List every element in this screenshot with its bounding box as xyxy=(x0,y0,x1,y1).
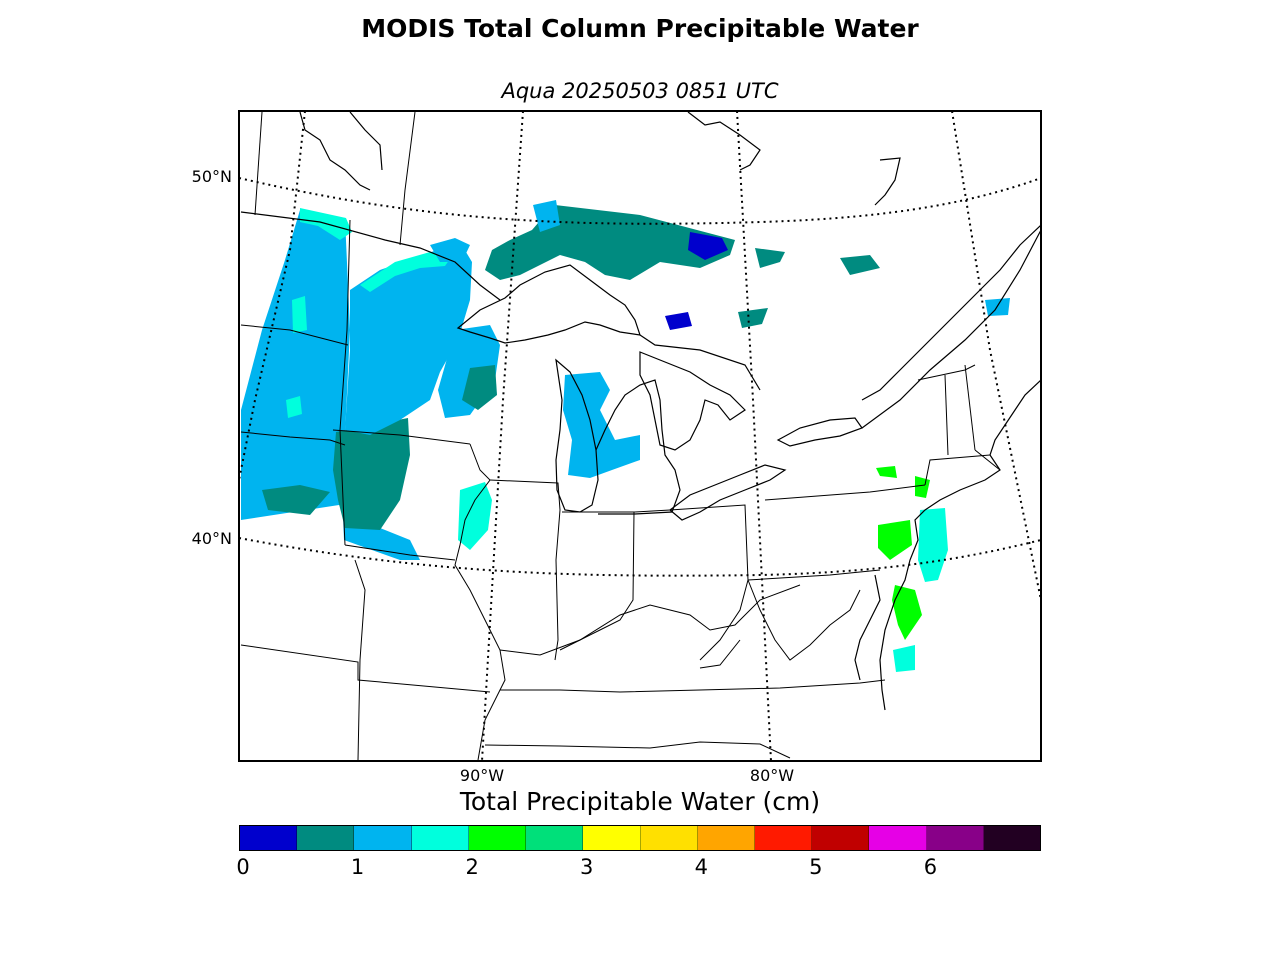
colorbar-title: Total Precipitable Water (cm) xyxy=(459,787,821,816)
parallel-50n xyxy=(239,177,1041,225)
us-canada-border xyxy=(240,211,1041,429)
colorbar xyxy=(239,825,1041,851)
colorbar-tick-label: 2 xyxy=(465,855,479,879)
meridian-70w xyxy=(951,111,1041,601)
chart-subtitle: Aqua 20250503 0851 UTC xyxy=(501,79,779,103)
st-lawrence-river xyxy=(861,224,1041,401)
pw-region-ontario-blue xyxy=(430,200,560,262)
parallel-label-50n: 50°N xyxy=(191,167,232,186)
colorbar-segment xyxy=(411,826,469,850)
colorbar-segment xyxy=(697,826,755,850)
pw-region-ontario-dark-blue xyxy=(665,232,728,330)
lake-michigan xyxy=(555,358,599,513)
colorbar-segment xyxy=(297,826,355,850)
meridian-label-80w: 80°W xyxy=(749,766,795,785)
pw-region-wisconsin xyxy=(438,325,500,418)
colorbar-segment xyxy=(583,826,641,850)
meridian-100w xyxy=(239,111,306,481)
pw-region-dakotas xyxy=(241,210,420,560)
meridian-label-90w: 90°W xyxy=(459,766,505,785)
coastline-layer xyxy=(240,111,1041,711)
pw-region-eastcoast-cyan xyxy=(893,508,948,672)
colorbar-segment xyxy=(526,826,584,850)
colorbar-segment xyxy=(468,826,527,850)
map-frame xyxy=(238,110,1042,762)
colorbar-tick-label: 6 xyxy=(923,855,938,879)
precipitable-water-map xyxy=(238,110,1042,762)
chart-title: MODIS Total Column Precipitable Water xyxy=(361,14,919,43)
colorbar-tick-label: 0 xyxy=(236,855,250,879)
colorbar-tick-label: 3 xyxy=(580,855,594,879)
lake-erie xyxy=(669,464,787,521)
lake-ontario xyxy=(776,417,863,447)
parallel-40n xyxy=(239,537,1041,577)
graticule-layer xyxy=(239,111,1041,761)
michigan-mitten xyxy=(595,379,681,515)
pw-region-eastcoast-green xyxy=(876,466,930,640)
state-border-layer xyxy=(240,111,1001,761)
lake-huron xyxy=(639,351,746,451)
colorbar-segment xyxy=(983,826,1041,850)
pw-region-minnesota-cyan xyxy=(360,252,452,292)
parallel-label-40n: 40°N xyxy=(191,529,232,548)
pw-region-illinois-cyan xyxy=(458,482,492,550)
colorbar-segment xyxy=(240,826,298,850)
pw-region-iowa-green xyxy=(262,418,410,530)
chesapeake-bay xyxy=(854,574,881,681)
colorbar-segment xyxy=(354,826,412,850)
meridian-90w xyxy=(481,111,524,761)
pw-region-michigan-blue xyxy=(563,372,640,478)
colorbar-segment xyxy=(754,826,813,850)
us-east-coast xyxy=(879,379,1041,711)
colorbar-segment xyxy=(640,826,698,850)
pw-data-layer xyxy=(241,200,1010,672)
pw-region-wisconsin-green xyxy=(462,365,497,410)
north-coastline xyxy=(299,111,901,206)
colorbar-tick-label: 5 xyxy=(809,855,823,879)
pw-region-quebec-green xyxy=(738,248,880,328)
pw-region-minnesota xyxy=(345,242,472,435)
colorbar-tick-label: 4 xyxy=(694,855,708,879)
colorbar-segment xyxy=(869,826,927,850)
meridian-80w xyxy=(736,111,772,761)
colorbar-segment xyxy=(926,826,984,850)
colorbar-segment xyxy=(812,826,870,850)
colorbar-tick-label: 1 xyxy=(350,855,365,879)
